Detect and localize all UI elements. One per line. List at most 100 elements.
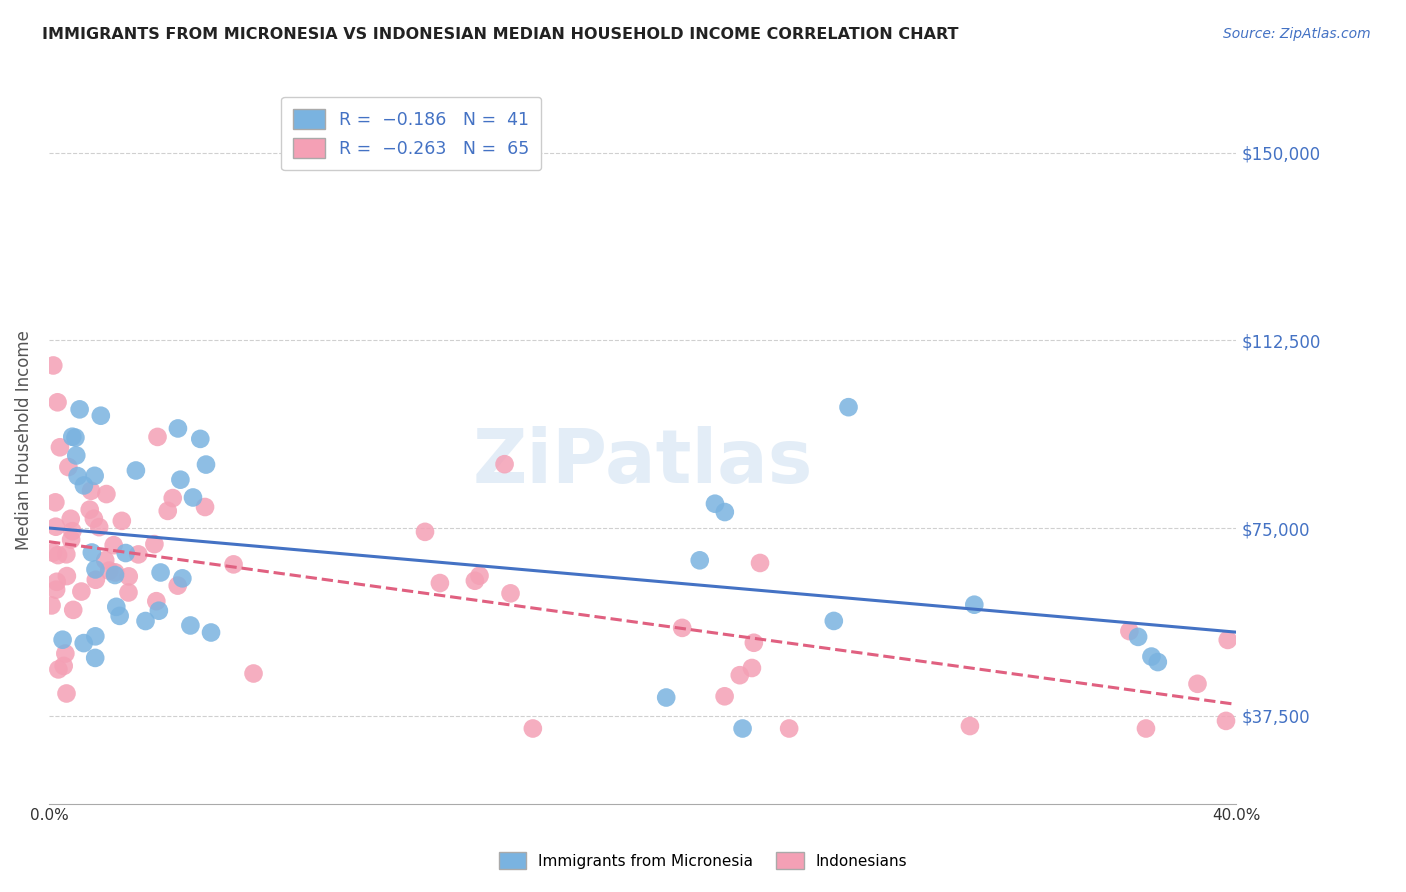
Legend: Immigrants from Micronesia, Indonesians: Immigrants from Micronesia, Indonesians [492, 846, 914, 875]
Point [111, 514, 134, 528]
Point [959, 719, 981, 733]
Point [103, 538, 125, 552]
Point [823, 614, 845, 628]
Point [79, 502, 101, 516]
Point [69, 402, 91, 417]
Point [149, 566, 172, 580]
Point [1215, 714, 1237, 728]
Point [731, 722, 754, 736]
Point [172, 571, 194, 585]
Point [105, 599, 128, 614]
Point [464, 574, 486, 588]
Point [84, 573, 107, 587]
Point [84, 562, 107, 576]
Point [468, 568, 491, 582]
Point [114, 546, 136, 560]
Point [53, 647, 76, 661]
Point [429, 576, 451, 591]
Point [749, 556, 772, 570]
Point [41, 599, 63, 613]
Point [44, 495, 66, 509]
Point [96, 487, 118, 501]
Point [46, 548, 69, 562]
Point [778, 722, 800, 736]
Point [742, 636, 765, 650]
Point [963, 598, 986, 612]
Point [179, 618, 201, 632]
Point [62, 603, 84, 617]
Point [65, 431, 87, 445]
Point [60, 533, 83, 547]
Point [104, 566, 127, 580]
Point [42, 359, 65, 373]
Point [83, 512, 105, 526]
Point [45, 574, 67, 589]
Text: IMMIGRANTS FROM MICRONESIA VS INDONESIAN MEDIAN HOUSEHOLD INCOME CORRELATION CHA: IMMIGRANTS FROM MICRONESIA VS INDONESIAN… [42, 27, 959, 42]
Point [60, 430, 83, 444]
Point [60, 524, 83, 539]
Point [55, 686, 77, 700]
Point [837, 400, 859, 414]
Point [166, 579, 188, 593]
Point [42, 546, 65, 560]
Point [89, 520, 111, 534]
Point [70, 584, 93, 599]
Point [125, 463, 148, 477]
Point [167, 421, 190, 435]
Point [1126, 630, 1149, 644]
Point [200, 625, 222, 640]
Point [98, 564, 121, 578]
Point [194, 500, 217, 514]
Point [713, 690, 735, 704]
Point [741, 661, 763, 675]
Point [1146, 655, 1168, 669]
Point [73, 636, 96, 650]
Point [522, 722, 544, 736]
Point [127, 548, 149, 562]
Point [671, 621, 693, 635]
Point [1140, 649, 1163, 664]
Point [46, 395, 69, 409]
Point [56, 569, 79, 583]
Point [1118, 624, 1140, 639]
Point [222, 558, 245, 572]
Text: ZiPatlas: ZiPatlas [472, 425, 813, 499]
Point [689, 553, 711, 567]
Point [73, 478, 96, 492]
Point [90, 409, 112, 423]
Point [45, 582, 67, 597]
Point [58, 460, 80, 475]
Point [84, 651, 107, 665]
Point [143, 537, 166, 551]
Point [499, 586, 522, 600]
Text: Source: ZipAtlas.com: Source: ZipAtlas.com [1223, 27, 1371, 41]
Point [188, 432, 211, 446]
Point [104, 568, 127, 582]
Point [181, 491, 204, 505]
Point [728, 668, 751, 682]
Point [1216, 632, 1239, 647]
Legend: R =  −0.186   N =  41, R =  −0.263   N =  65: R = −0.186 N = 41, R = −0.263 N = 65 [281, 97, 541, 170]
Point [80, 483, 103, 498]
Point [83, 468, 105, 483]
Point [55, 547, 77, 561]
Point [80, 545, 103, 559]
Point [146, 430, 169, 444]
Point [195, 458, 218, 472]
Point [655, 690, 678, 705]
Point [714, 505, 737, 519]
Point [242, 666, 264, 681]
Point [494, 457, 516, 471]
Point [148, 604, 170, 618]
Point [59, 512, 82, 526]
Point [108, 608, 131, 623]
Point [48, 662, 70, 676]
Point [1135, 722, 1157, 736]
Point [117, 585, 139, 599]
Point [49, 440, 72, 454]
Point [94, 553, 117, 567]
Point [52, 659, 75, 673]
Point [52, 632, 75, 647]
Point [145, 594, 167, 608]
Point [162, 491, 184, 505]
